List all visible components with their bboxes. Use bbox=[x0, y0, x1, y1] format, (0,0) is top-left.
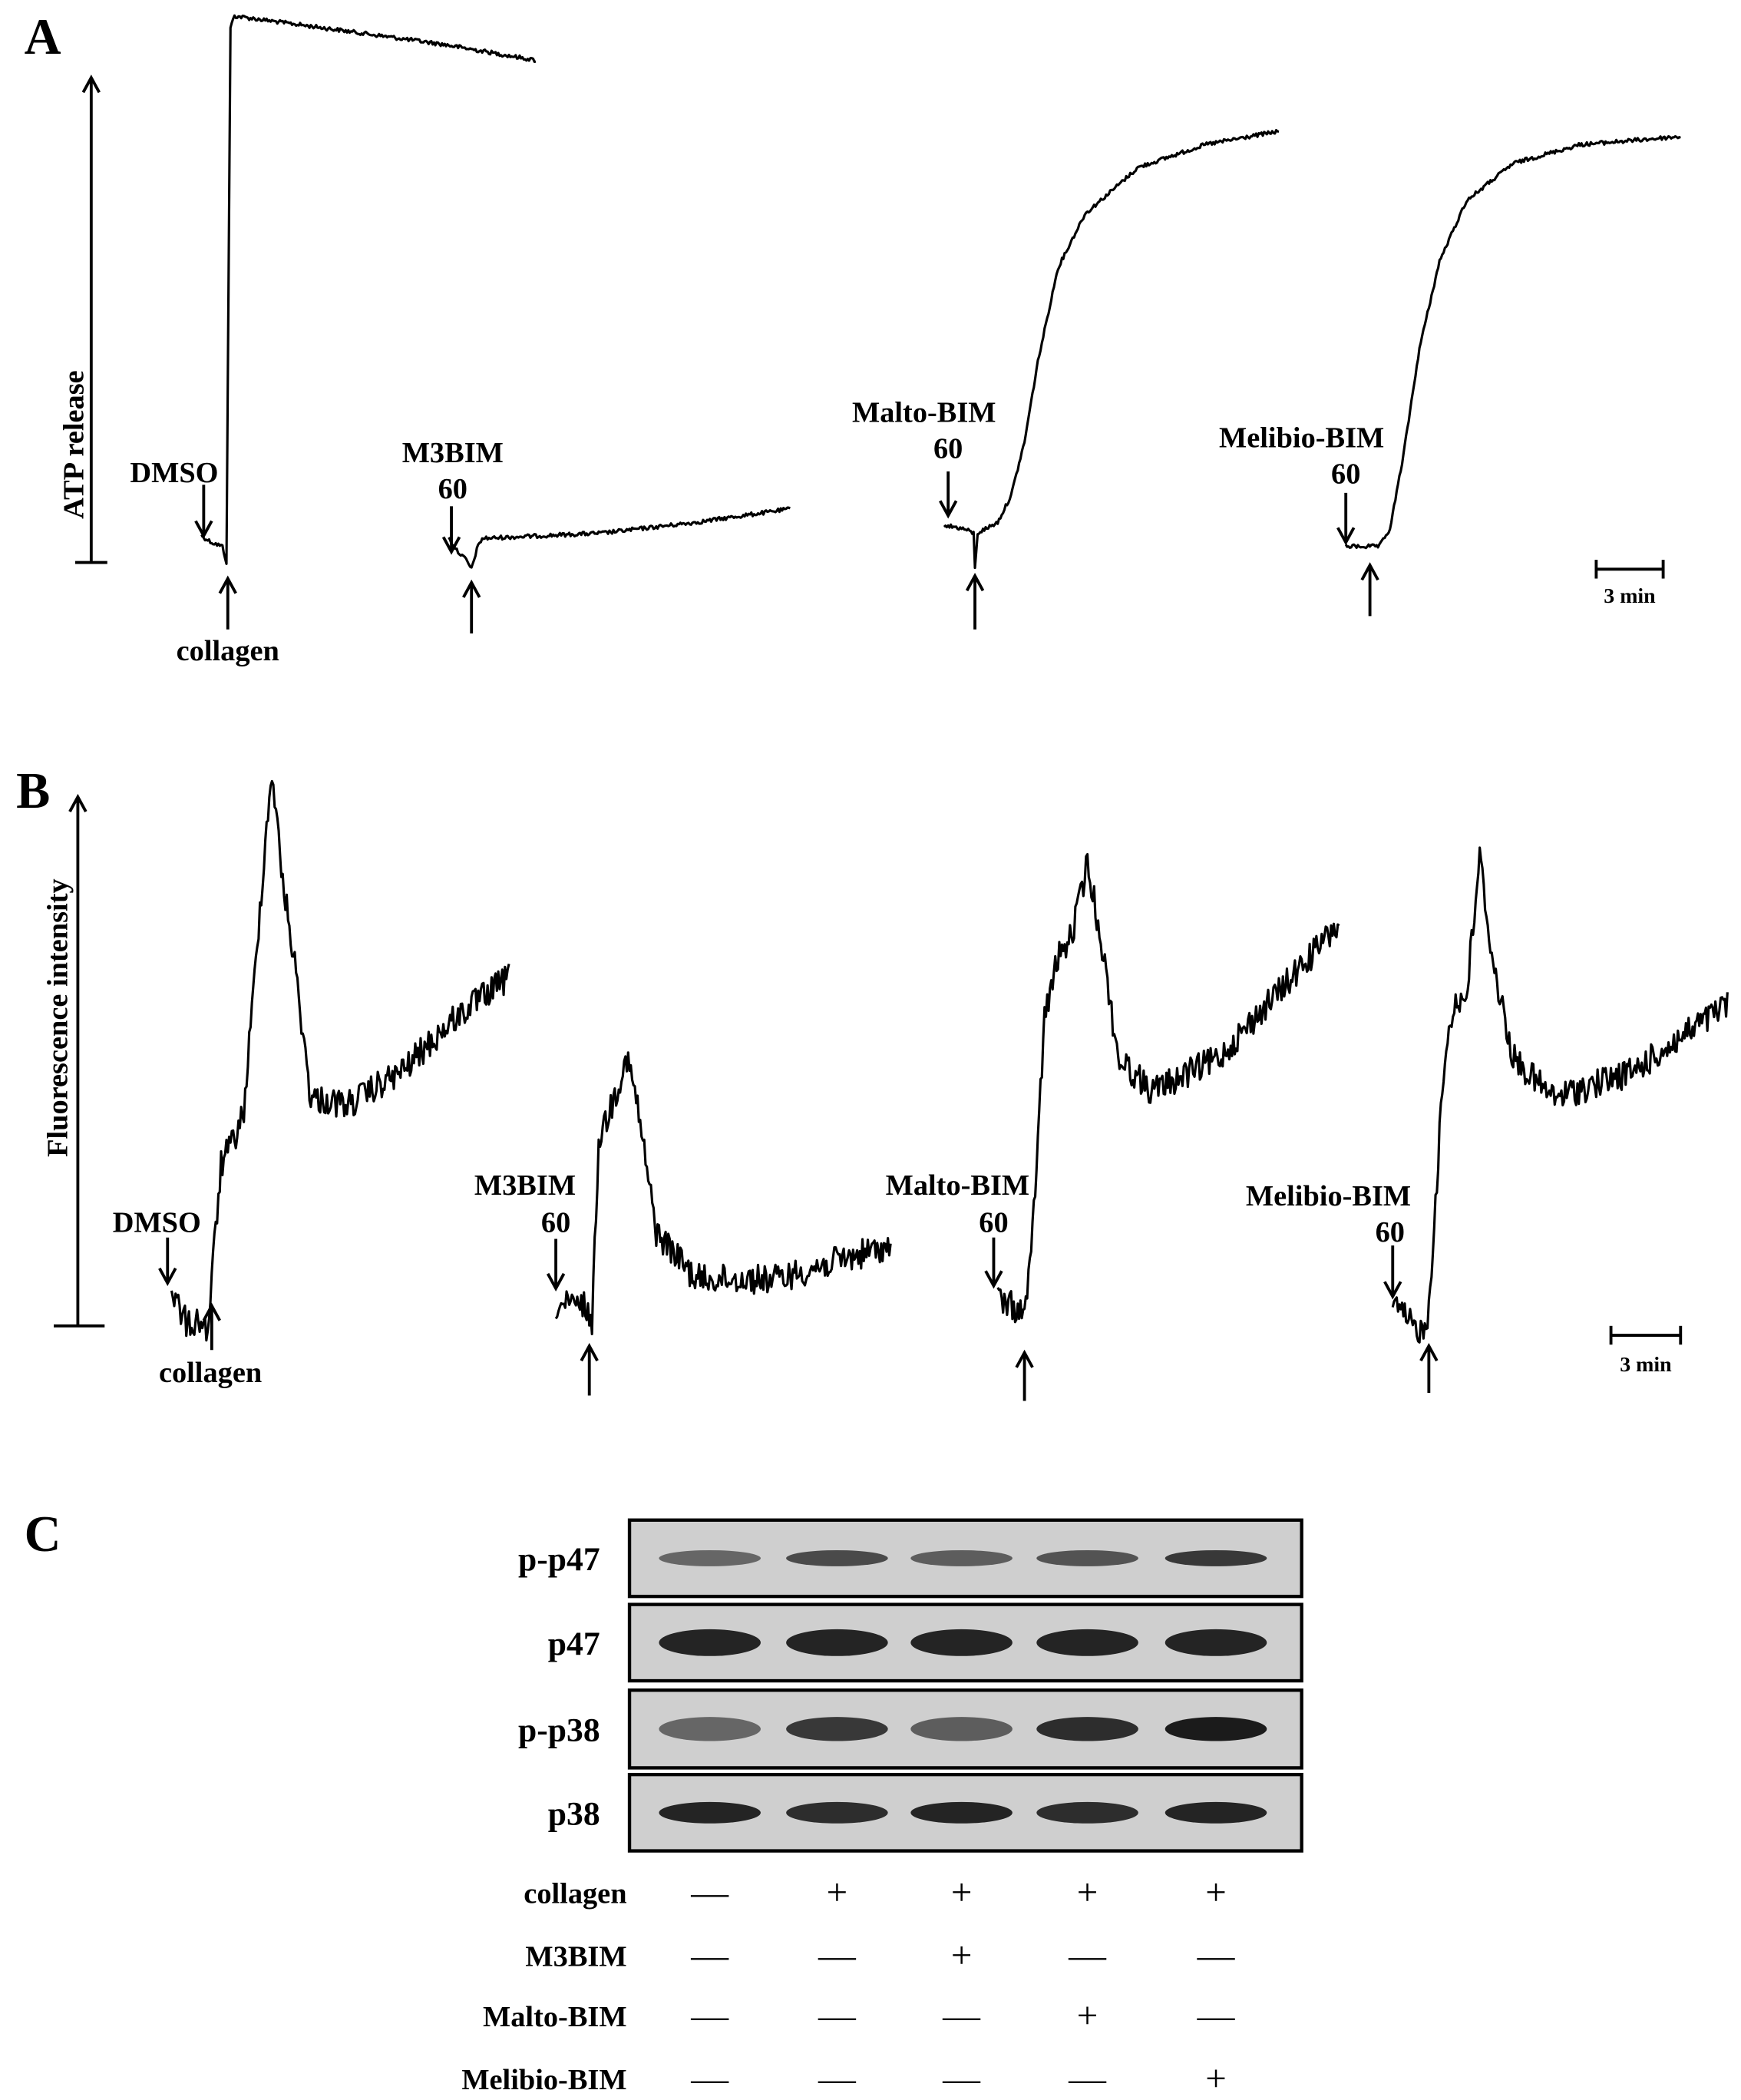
condition-sign: + bbox=[1077, 1870, 1098, 1913]
trace bbox=[996, 852, 1340, 1324]
condition-sign: — bbox=[942, 1994, 981, 2036]
scale-bar-label: 3 min bbox=[1604, 584, 1656, 608]
band bbox=[786, 1801, 888, 1824]
band bbox=[659, 1801, 761, 1824]
trace bbox=[448, 506, 791, 569]
band bbox=[1165, 1717, 1267, 1741]
panel-label: C bbox=[25, 1506, 61, 1563]
panel-label: B bbox=[16, 763, 50, 819]
condition-sign: — bbox=[818, 1994, 857, 2036]
arrow-head bbox=[68, 793, 88, 812]
arrow-head bbox=[81, 74, 101, 94]
band bbox=[1036, 1549, 1138, 1566]
blot-label: p38 bbox=[548, 1796, 600, 1833]
condition-sign: — bbox=[1068, 1933, 1107, 1976]
band bbox=[1036, 1717, 1138, 1741]
agent-label: M3BIM bbox=[474, 1169, 576, 1202]
blot-label: p-p47 bbox=[518, 1541, 600, 1578]
arrow-head bbox=[546, 1272, 566, 1291]
band bbox=[786, 1549, 888, 1566]
arrow-head bbox=[1360, 562, 1379, 581]
condition-label: Malto-BIM bbox=[483, 2001, 626, 2033]
dose-label: 60 bbox=[541, 1207, 570, 1239]
condition-label: Melibio-BIM bbox=[461, 2064, 626, 2096]
arrow-head bbox=[939, 500, 958, 519]
trace bbox=[170, 779, 510, 1342]
condition-sign: — bbox=[690, 2057, 729, 2099]
condition-sign: — bbox=[818, 1933, 857, 1976]
condition-sign: + bbox=[1205, 1870, 1227, 1913]
panel-label: A bbox=[25, 9, 61, 65]
band bbox=[1165, 1801, 1267, 1824]
band bbox=[1036, 1801, 1138, 1824]
scale-bar-label: 3 min bbox=[1620, 1353, 1672, 1377]
axis-label: Fluorescence intensity bbox=[41, 878, 74, 1157]
band bbox=[659, 1717, 761, 1741]
condition-label: collagen bbox=[524, 1878, 626, 1910]
condition-sign: + bbox=[1077, 1994, 1098, 2036]
condition-sign: — bbox=[690, 1933, 729, 1976]
band bbox=[1036, 1629, 1138, 1656]
condition-sign: — bbox=[690, 1870, 729, 1913]
arrow-head bbox=[965, 573, 985, 592]
condition-sign: — bbox=[942, 2057, 981, 2099]
trace bbox=[554, 1051, 892, 1336]
arrow-head bbox=[1336, 527, 1356, 546]
arrow-head bbox=[158, 1267, 177, 1287]
condition-sign: — bbox=[1197, 1933, 1236, 1976]
agent-label: DMSO bbox=[113, 1207, 201, 1239]
trace bbox=[1344, 134, 1681, 550]
band bbox=[910, 1801, 1013, 1824]
band bbox=[910, 1629, 1013, 1656]
agent-label: Malto-BIM bbox=[852, 396, 996, 428]
agent-label: DMSO bbox=[130, 457, 218, 489]
trace bbox=[200, 14, 537, 565]
band bbox=[659, 1629, 761, 1656]
agent-label: Melibio-BIM bbox=[1219, 422, 1384, 455]
stimulus-label: collagen bbox=[159, 1357, 262, 1389]
band bbox=[786, 1629, 888, 1656]
agent-label: M3BIM bbox=[402, 437, 504, 469]
band bbox=[786, 1717, 888, 1741]
stimulus-label: collagen bbox=[177, 635, 279, 667]
arrow-head bbox=[1015, 1349, 1034, 1368]
arrow-head bbox=[1383, 1281, 1402, 1300]
condition-sign: + bbox=[1205, 2057, 1227, 2099]
axis-label: ATP release bbox=[58, 370, 90, 519]
blot-label: p-p38 bbox=[518, 1712, 600, 1749]
condition-sign: — bbox=[1197, 1994, 1236, 2036]
dose-label: 60 bbox=[438, 473, 467, 505]
band bbox=[910, 1717, 1013, 1741]
band bbox=[1165, 1549, 1267, 1566]
arrow-head bbox=[441, 536, 461, 555]
band bbox=[659, 1549, 761, 1566]
dose-label: 60 bbox=[979, 1207, 1008, 1239]
dose-label: 60 bbox=[1376, 1216, 1405, 1248]
arrow-head bbox=[218, 575, 237, 594]
condition-sign: + bbox=[827, 1870, 848, 1913]
arrow-head bbox=[202, 1302, 221, 1321]
arrow-head bbox=[580, 1342, 599, 1362]
condition-sign: — bbox=[818, 2057, 857, 2099]
condition-sign: + bbox=[951, 1870, 973, 1913]
agent-label: Malto-BIM bbox=[886, 1169, 1030, 1202]
agent-label: Melibio-BIM bbox=[1246, 1180, 1411, 1212]
blot-label: p47 bbox=[548, 1625, 600, 1662]
trace bbox=[1391, 846, 1729, 1344]
arrow-head bbox=[984, 1270, 1003, 1289]
condition-sign: — bbox=[1068, 2057, 1107, 2099]
dose-label: 60 bbox=[1331, 458, 1360, 491]
condition-sign: + bbox=[951, 1933, 973, 1976]
arrow-head bbox=[1419, 1342, 1439, 1362]
dose-label: 60 bbox=[933, 433, 963, 465]
band bbox=[910, 1549, 1013, 1566]
band bbox=[1165, 1629, 1267, 1656]
condition-label: M3BIM bbox=[525, 1941, 626, 1973]
trace bbox=[943, 128, 1280, 570]
condition-sign: — bbox=[690, 1994, 729, 2036]
arrow-head bbox=[462, 579, 481, 598]
